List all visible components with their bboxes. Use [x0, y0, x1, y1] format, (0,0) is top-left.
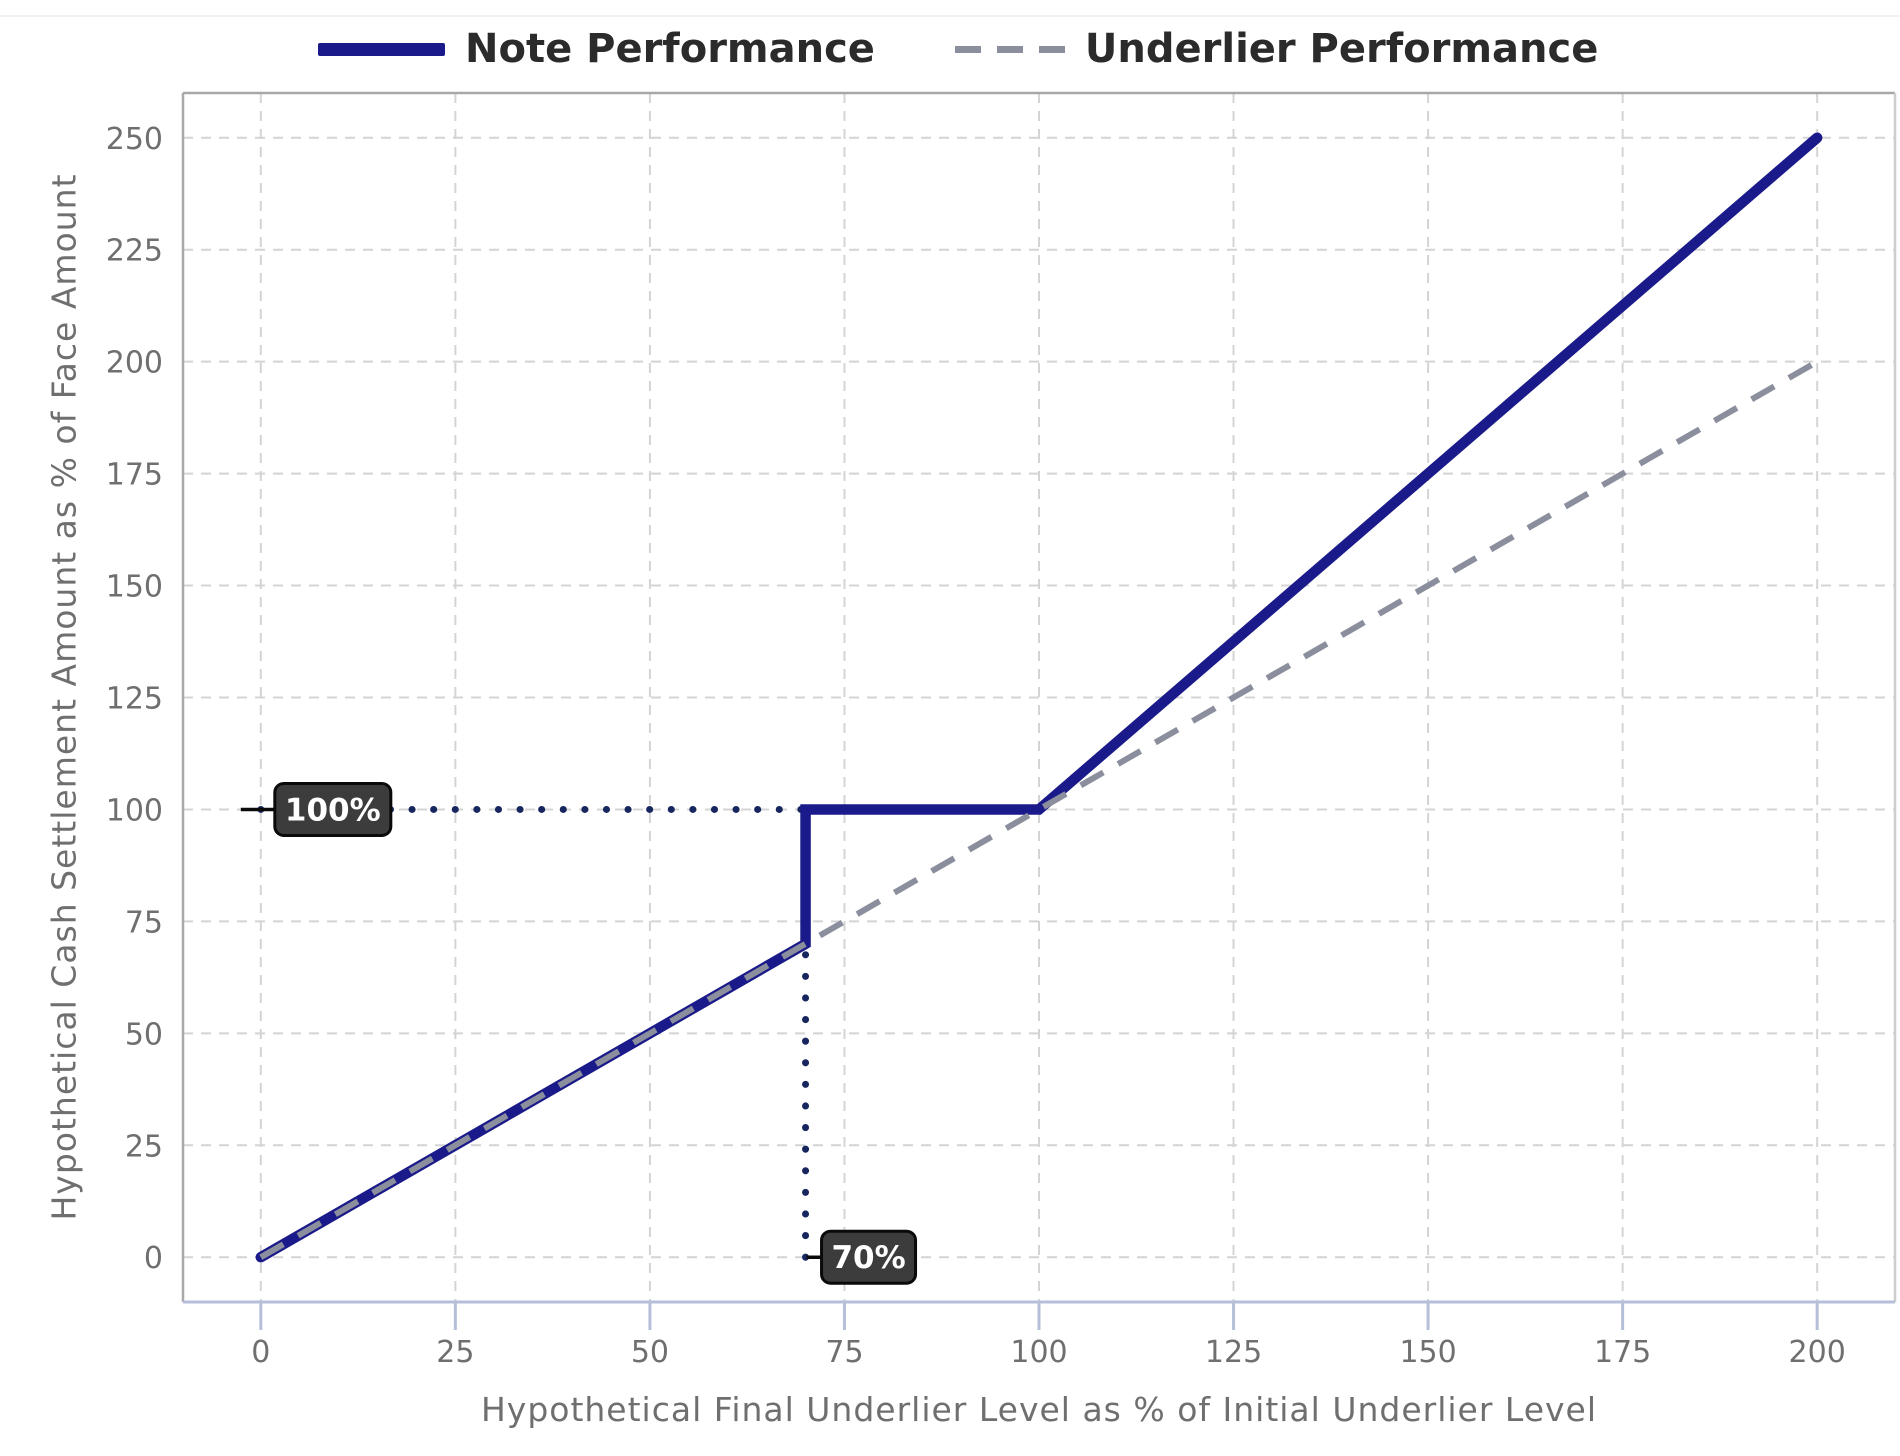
x-tick-label: 100 [1010, 1335, 1067, 1370]
x-tick-label: 200 [1789, 1335, 1846, 1370]
y-tick-label: 200 [106, 346, 163, 381]
y-axis-title: Hypothetical Cash Settlement Amount as %… [44, 173, 84, 1221]
x-tick-label: 25 [436, 1335, 474, 1370]
y-tick-label: 100 [106, 793, 163, 828]
legend-label-note-performance: Note Performance [465, 26, 875, 72]
x-tick-label: 125 [1205, 1335, 1262, 1370]
x-tick-label: 150 [1399, 1335, 1456, 1370]
y-tick-label: 225 [106, 234, 163, 269]
x-tick-label: 175 [1594, 1335, 1651, 1370]
series-note-performance [255, 132, 1823, 1263]
x-tick-label: 50 [631, 1335, 669, 1370]
annotation-label: 100% [285, 792, 381, 828]
y-tick-label: 50 [125, 1017, 163, 1052]
legend-item-underlier-performance: Underlier Performance [954, 26, 1599, 72]
legend: Note Performance Underlier Performance [318, 26, 1598, 72]
y-tick-label: 150 [106, 570, 163, 605]
legend-label-underlier-performance: Underlier Performance [1084, 26, 1599, 72]
x-axis-title: Hypothetical Final Underlier Level as % … [480, 1390, 1598, 1429]
annotation-label: 70% [831, 1240, 905, 1276]
y-tick-label: 0 [144, 1241, 163, 1276]
annotation-box [820, 1229, 918, 1285]
y-tick-label: 25 [125, 1129, 163, 1164]
x-tick-label: 0 [251, 1335, 270, 1370]
legend-item-note-performance: Note Performance [318, 26, 875, 72]
y-tick-label: 75 [125, 905, 163, 940]
top-border-line [0, 15, 1900, 17]
x-tick-label: 75 [825, 1335, 863, 1370]
underlier-performance-line-swatch [954, 45, 1065, 53]
annotation-box [273, 781, 393, 837]
y-tick-label: 250 [106, 122, 163, 157]
y-tick-label: 175 [106, 458, 163, 493]
y-tick-label: 125 [106, 682, 163, 717]
note-performance-line-swatch [318, 42, 445, 56]
